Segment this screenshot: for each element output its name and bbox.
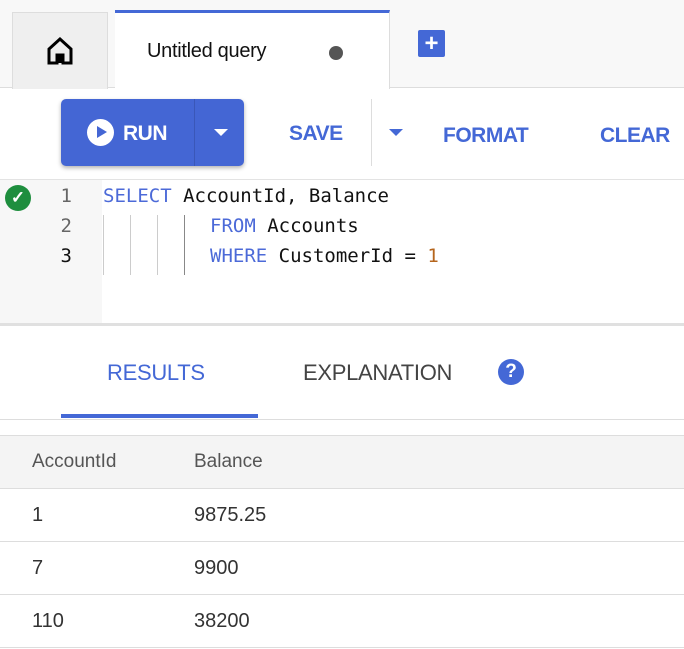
query-tab[interactable]: Untitled query (115, 10, 390, 89)
tab-results[interactable]: RESULTS (107, 360, 205, 385)
cell-balance: 38200 (194, 609, 250, 632)
divider (371, 99, 372, 166)
keyword: FROM (210, 215, 256, 237)
code-text: AccountId, Balance (171, 185, 389, 207)
play-icon (87, 119, 114, 146)
cell-balance: 9875.25 (194, 503, 267, 526)
table-header: AccountId Balance (0, 435, 684, 489)
code-line: SELECT AccountId, Balance (103, 185, 389, 207)
tab-bar: Untitled query + (0, 0, 684, 89)
cell-balance: 9900 (194, 556, 239, 579)
sql-editor[interactable]: ✓ 1 2 3 SELECT AccountId, Balance FROM A… (0, 180, 684, 326)
check-circle-icon: ✓ (5, 185, 31, 211)
results-tabs: RESULTS EXPLANATION ? (0, 329, 684, 420)
column-header-balance[interactable]: Balance (194, 451, 263, 472)
home-tab[interactable] (12, 12, 108, 89)
tab-explanation[interactable]: EXPLANATION (303, 360, 453, 385)
line-number: 2 (60, 215, 72, 237)
cell-accountid: 1 (32, 503, 44, 526)
column-header-accountid[interactable]: AccountId (32, 451, 117, 472)
table-row: 110 38200 (0, 595, 684, 648)
run-options-chevron-down-icon[interactable] (214, 129, 228, 136)
format-button[interactable]: FORMAT (443, 124, 529, 147)
code-text: CustomerId = (267, 245, 428, 267)
line-number: 1 (60, 185, 72, 207)
indent-guide (103, 215, 104, 275)
run-button[interactable]: RUN (61, 99, 244, 166)
indent-guide (184, 215, 185, 275)
table-row: 1 9875.25 (0, 489, 684, 542)
line-number: 3 (60, 245, 72, 267)
new-query-plus-icon[interactable]: + (418, 30, 445, 57)
divider (194, 99, 195, 166)
code-text: Accounts (255, 215, 359, 237)
active-tab-indicator (61, 414, 258, 418)
run-label: RUN (123, 122, 168, 145)
help-icon[interactable]: ? (498, 359, 524, 385)
save-button[interactable]: SAVE (289, 122, 343, 145)
results-table: AccountId Balance 1 9875.25 7 9900 110 3… (0, 435, 684, 648)
unsaved-indicator[interactable] (329, 46, 343, 60)
toolbar: RUN SAVE FORMAT CLEAR (0, 89, 684, 180)
indent-guide (130, 215, 131, 275)
code-line: FROM Accounts (210, 215, 359, 237)
cell-accountid: 7 (32, 556, 44, 579)
indent-guide (157, 215, 158, 275)
table-row: 7 9900 (0, 542, 684, 595)
keyword: SELECT (103, 185, 172, 207)
home-icon (47, 36, 73, 65)
query-tab-title: Untitled query (147, 40, 267, 62)
cell-accountid: 110 (32, 609, 64, 632)
save-options-chevron-down-icon[interactable] (389, 129, 403, 136)
keyword: WHERE (210, 245, 268, 267)
number-literal: 1 (427, 245, 439, 267)
code-line: WHERE CustomerId = 1 (210, 245, 439, 267)
clear-button[interactable]: CLEAR (600, 124, 670, 147)
